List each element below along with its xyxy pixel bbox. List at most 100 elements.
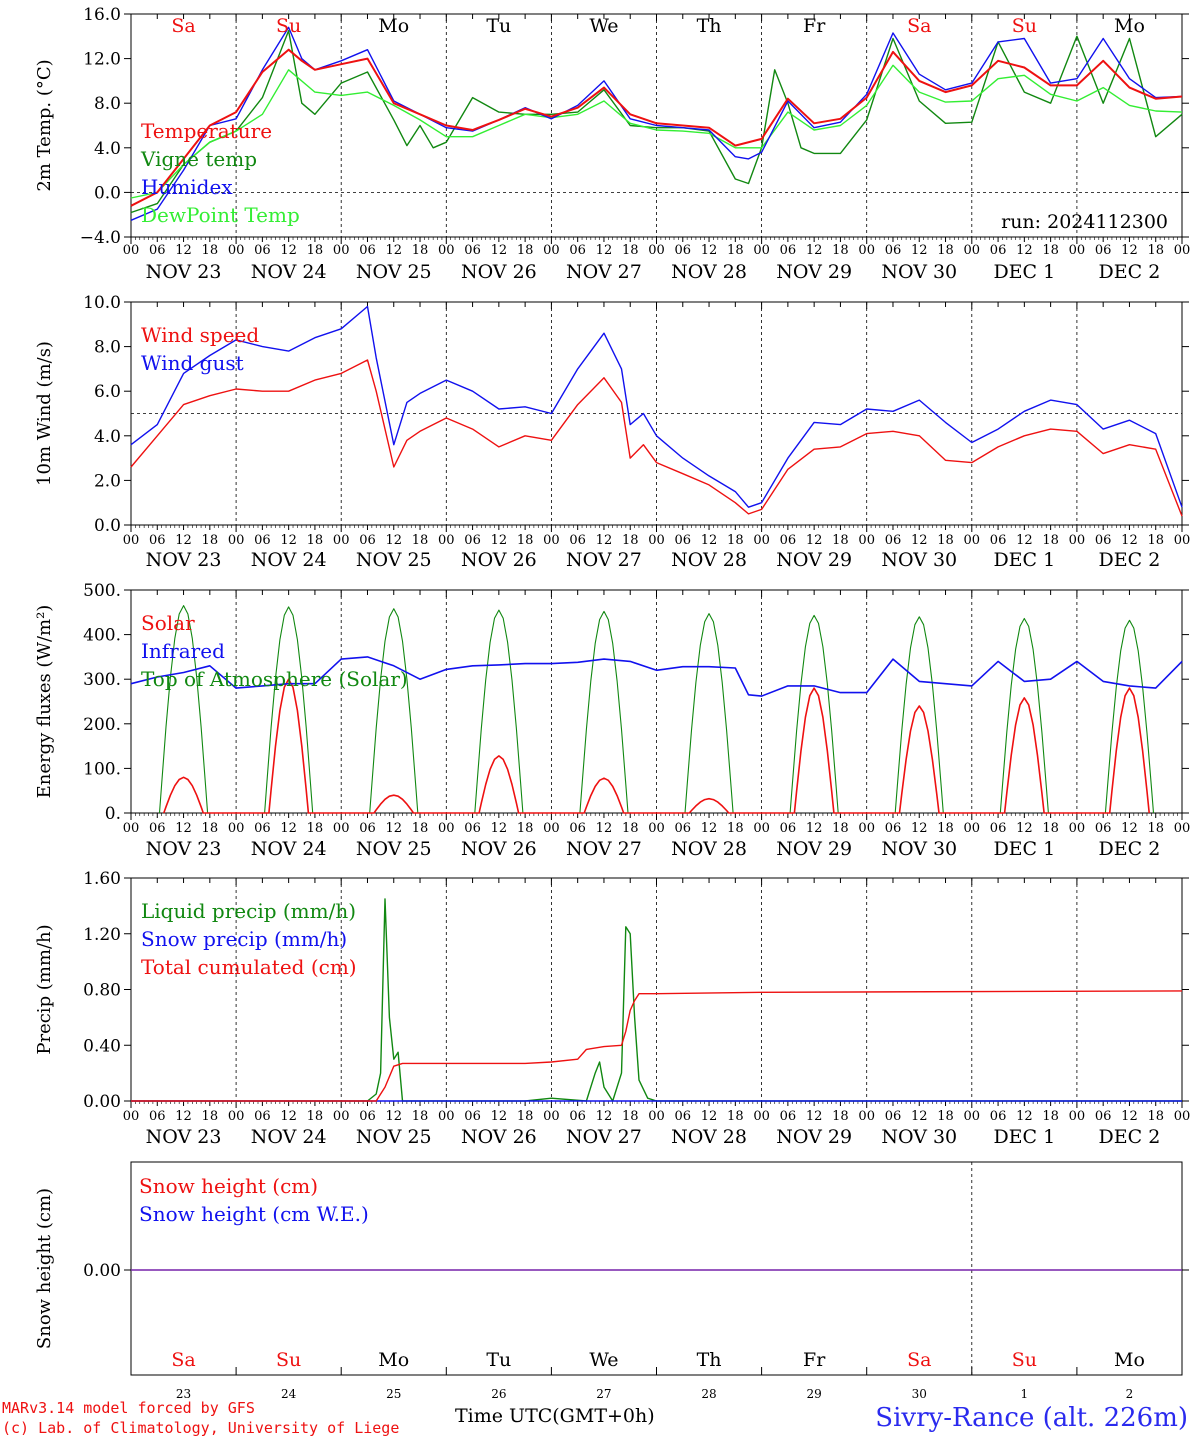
hour-tick-label: 12 (280, 243, 297, 258)
hour-tick-label: 12 (385, 821, 402, 836)
hour-tick-label: 12 (280, 533, 297, 548)
legend-entry: Total cumulated (cm) (141, 955, 357, 979)
hour-tick-label: 06 (254, 821, 271, 836)
hour-tick-label: 18 (202, 821, 219, 836)
hour-tick-label: 18 (202, 243, 219, 258)
hour-tick-label: 00 (1069, 821, 1086, 836)
hour-tick-label: 12 (911, 243, 928, 258)
date-label: NOV 26 (461, 1126, 537, 1148)
hour-tick-label: 18 (832, 821, 849, 836)
hour-tick-label: 18 (412, 821, 429, 836)
hour-tick-label: 12 (1121, 243, 1138, 258)
hour-tick-label: 06 (569, 243, 586, 258)
hour-tick-label: 12 (701, 821, 718, 836)
hour-tick-label: 18 (1147, 1109, 1164, 1124)
weekday-label: Fr (803, 15, 826, 37)
hour-tick-label: 18 (412, 533, 429, 548)
hour-tick-label: 06 (1095, 243, 1112, 258)
panel-energy: 00 06 12 18 00 06 12 18 00 06 12 18 00 06 12 18 00 06 12 18… (34, 581, 1190, 860)
hour-tick-label: 18 (202, 1109, 219, 1124)
date-label: DEC 2 (1099, 1126, 1161, 1148)
panel-snow: Sa 23 Su 24 Mo 25 Tu 26 We 27 Th 28 Fr 29 Sa 30 Su 1 Mo 2 0.… (34, 1161, 1189, 1401)
hour-tick-label: 12 (806, 243, 823, 258)
day-number-label: 29 (807, 1387, 822, 1401)
weekday-label: Fr (803, 1349, 826, 1371)
y-tick-label: 300. (83, 670, 121, 690)
hour-tick-label: 06 (464, 1109, 481, 1124)
hour-tick-label: 06 (1095, 821, 1112, 836)
y-tick-label: 100. (83, 759, 121, 779)
y-axis-label: Precip (mm/h) (34, 924, 55, 1054)
date-label: NOV 23 (146, 261, 222, 283)
weekday-label: We (589, 1349, 618, 1371)
legend-entry: Vigne temp (140, 147, 257, 171)
weekday-label: Sa (907, 15, 931, 37)
hour-tick-label: 12 (1121, 821, 1138, 836)
day-number-label: 26 (491, 1387, 506, 1401)
day-number-label: 27 (596, 1387, 611, 1401)
legend-entry: Solar (141, 611, 195, 635)
y-tick-label: 0.80 (83, 981, 121, 1001)
weekday-label: Su (276, 15, 301, 37)
hour-tick-label: 12 (911, 533, 928, 548)
hour-tick-label: 06 (780, 821, 797, 836)
weekday-label: Mo (378, 15, 409, 37)
hour-tick-label: 18 (727, 1109, 744, 1124)
day-number-label: 1 (1021, 1387, 1029, 1401)
date-label: NOV 29 (776, 1126, 852, 1148)
date-label: NOV 27 (566, 261, 642, 283)
hour-tick-label: 00 (1174, 1109, 1191, 1124)
weekday-label: Sa (171, 1349, 195, 1371)
hour-tick-label: 00 (648, 243, 665, 258)
hour-tick-label: 12 (385, 1109, 402, 1124)
date-label: NOV 25 (356, 1126, 432, 1148)
day-number-label: 23 (176, 1387, 191, 1401)
date-label: NOV 27 (566, 838, 642, 860)
hour-tick-label: 18 (622, 243, 639, 258)
legend-entry: Snow height (cm) (139, 1174, 318, 1198)
hour-tick-label: 06 (675, 821, 692, 836)
hour-tick-label: 00 (1069, 243, 1086, 258)
hour-tick-label: 00 (964, 243, 981, 258)
y-tick-label: 4.0 (94, 139, 121, 159)
hour-tick-label: 00 (228, 533, 245, 548)
legend-entry: Wind gust (141, 351, 244, 375)
hour-tick-label: 12 (596, 821, 613, 836)
weekday-label: Tu (486, 1349, 511, 1371)
date-label: NOV 24 (251, 549, 327, 571)
panel-wind: 00 06 12 18 00 06 12 18 00 06 12 18 00 06 12 18 00 06 12 18… (34, 293, 1190, 571)
hour-tick-label: 06 (675, 243, 692, 258)
date-label: NOV 30 (881, 261, 957, 283)
hour-tick-label: 06 (359, 533, 376, 548)
date-label: NOV 26 (461, 549, 537, 571)
hour-tick-label: 18 (937, 243, 954, 258)
hour-tick-label: 12 (701, 1109, 718, 1124)
hour-tick-label: 12 (596, 533, 613, 548)
hour-tick-label: 18 (517, 1109, 534, 1124)
y-axis-label: 2m Temp. (°C) (34, 59, 55, 191)
hour-tick-label: 18 (517, 821, 534, 836)
hour-tick-label: 18 (307, 533, 324, 548)
hour-tick-label: 00 (333, 1109, 350, 1124)
hour-tick-label: 18 (202, 533, 219, 548)
hour-tick-label: 06 (149, 533, 166, 548)
hour-tick-label: 18 (412, 1109, 429, 1124)
y-tick-label: 2.0 (94, 471, 121, 491)
hour-tick-label: 06 (780, 1109, 797, 1124)
day-number-label: 25 (386, 1387, 401, 1401)
hour-tick-label: 00 (1174, 821, 1191, 836)
hour-tick-label: 00 (438, 1109, 455, 1124)
hour-tick-label: 00 (123, 243, 140, 258)
hour-tick-label: 18 (727, 243, 744, 258)
y-tick-label: 0.40 (83, 1036, 121, 1056)
date-label: DEC 2 (1099, 261, 1161, 283)
hour-tick-label: 00 (753, 1109, 770, 1124)
day-number-label: 24 (281, 1387, 297, 1401)
run-label: run: 2024112300 (1001, 211, 1168, 233)
y-tick-label: 1.60 (83, 869, 121, 889)
hour-tick-label: 18 (1042, 243, 1059, 258)
date-label: NOV 26 (461, 261, 537, 283)
hour-tick-label: 12 (701, 533, 718, 548)
hour-tick-label: 06 (464, 533, 481, 548)
panel-precip: 00 06 12 18 00 06 12 18 00 06 12 18 00 06 12 18 00 06 12 18… (34, 869, 1190, 1148)
